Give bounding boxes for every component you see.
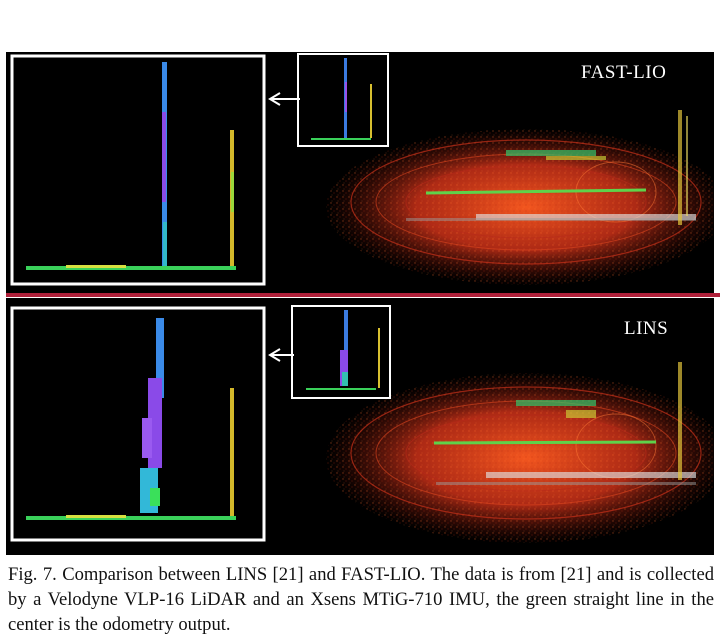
panel-label-fast-lio: FAST-LIO — [581, 62, 667, 83]
fast-lio-pointcloud-view — [10, 53, 714, 286]
panel-label-lins: LINS — [624, 318, 669, 339]
odometry-line — [433, 440, 657, 445]
lins-pointcloud-view — [10, 305, 714, 543]
large-inset-frame — [10, 54, 266, 286]
point-cloud — [326, 110, 714, 285]
left-arrow-icon — [268, 92, 300, 106]
left-arrow-icon — [268, 348, 294, 362]
small-inset-frame — [297, 53, 389, 147]
point-cloud — [326, 362, 714, 543]
odometry-line — [425, 188, 647, 195]
figure: FAST-LIO — [6, 52, 720, 555]
panel-fast-lio: FAST-LIO — [6, 52, 714, 293]
figure-caption: Fig. 7. Comparison between LINS [21] and… — [8, 564, 714, 635]
panel-divider — [6, 293, 720, 297]
large-inset-frame — [10, 306, 266, 542]
panel-lins: LINS — [6, 298, 714, 555]
small-inset-frame — [291, 305, 391, 399]
